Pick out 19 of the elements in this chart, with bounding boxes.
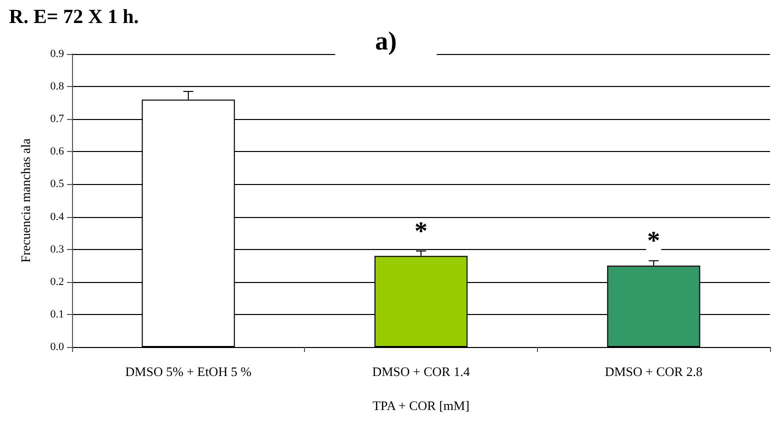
y-tick-label: 0.9 bbox=[50, 48, 64, 60]
chart-title: a) bbox=[375, 26, 397, 56]
x-tick-label: DMSO + COR 1.4 bbox=[372, 364, 470, 379]
x-tick-label: DMSO + COR 2.8 bbox=[604, 364, 702, 379]
y-tick-label: 0.5 bbox=[50, 178, 64, 190]
y-axis-title: Frecuencia manchas ala bbox=[18, 138, 33, 263]
x-axis-title: TPA + COR [mM] bbox=[372, 398, 470, 413]
y-tick-label: 0.6 bbox=[50, 146, 64, 158]
chart-subtitle: R. E= 72 X 1 h. bbox=[9, 6, 139, 28]
annotation: * bbox=[414, 216, 428, 246]
y-tick-label: 0.8 bbox=[50, 80, 64, 93]
annotation: * bbox=[647, 226, 660, 256]
y-tick-label: 0.4 bbox=[50, 210, 64, 223]
x-tick-label: DMSO 5% + EtOH 5 % bbox=[125, 364, 252, 379]
y-tick-label: 0.1 bbox=[50, 308, 64, 320]
y-tick-label: 0.3 bbox=[50, 243, 64, 256]
y-tick-label: 0.0 bbox=[50, 341, 64, 353]
y-tick-label: 0.7 bbox=[50, 113, 64, 126]
y-tick-label: 0.2 bbox=[50, 276, 64, 288]
